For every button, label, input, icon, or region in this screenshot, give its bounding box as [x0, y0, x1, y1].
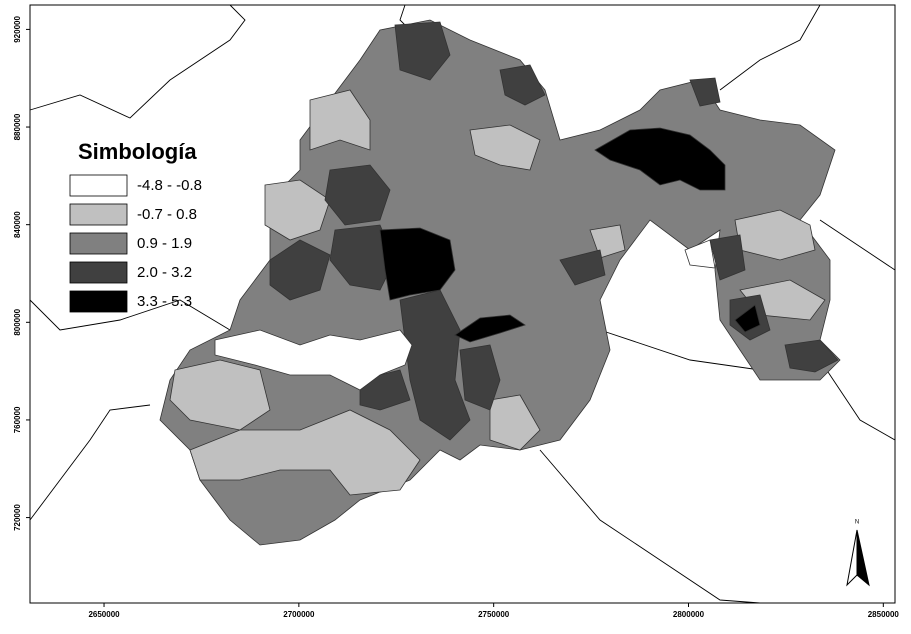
- border-line: [29, 299, 231, 331]
- legend-label: 3.3 - 5.3: [137, 293, 192, 310]
- legend-label: 2.0 - 3.2: [137, 264, 192, 281]
- x-tick-label: 2800000: [673, 610, 705, 619]
- region: [709, 234, 746, 281]
- border-line: [539, 449, 761, 604]
- legend-label: -4.8 - -0.8: [137, 177, 202, 194]
- legend-label: -0.7 - 0.8: [137, 206, 197, 223]
- region: [469, 124, 541, 171]
- north-label: N: [855, 520, 859, 526]
- y-tick-label: 760000: [13, 406, 22, 433]
- region: [459, 344, 501, 411]
- border-line: [719, 4, 821, 91]
- region: [489, 394, 541, 451]
- region: [214, 329, 413, 391]
- border-line: [29, 4, 246, 119]
- region: [309, 89, 371, 151]
- legend-swatch: [69, 261, 128, 284]
- region: [454, 314, 526, 343]
- region: [169, 359, 271, 431]
- region: [784, 339, 839, 373]
- x-tick-label: 2850000: [868, 610, 900, 619]
- region: [189, 409, 421, 496]
- region: [589, 224, 626, 259]
- legend-swatch: [69, 203, 128, 226]
- legend-label: 0.9 - 1.9: [137, 235, 192, 252]
- y-tick-label: 800000: [13, 308, 22, 335]
- ticks: 2650000 2700000 2750000 2800000 2850000 92000…: [13, 16, 899, 620]
- y-tick-label: 920000: [13, 16, 22, 43]
- legend: Simbología -4.8 - -0.8 -0.7 - 0.8 0.9 - 1.…: [69, 139, 202, 313]
- legend-swatch: [69, 290, 128, 313]
- legend-title: Simbología: [78, 139, 197, 164]
- north-arrow: N: [846, 520, 870, 587]
- region: [689, 77, 721, 107]
- north-arrow-half: [856, 529, 870, 587]
- y-tick-label: 840000: [13, 211, 22, 238]
- region: [264, 179, 331, 241]
- region: [594, 127, 726, 191]
- y-tick-label: 720000: [13, 504, 22, 531]
- north-arrow-half: [846, 529, 858, 587]
- region: [379, 227, 456, 301]
- region: [559, 249, 606, 286]
- x-tick-label: 2700000: [283, 610, 315, 619]
- border-line: [819, 219, 896, 271]
- map-frame: [29, 4, 896, 604]
- region: [269, 239, 331, 301]
- regions: [159, 19, 841, 546]
- region: [329, 224, 396, 291]
- legend-swatch: [69, 174, 128, 197]
- x-tick-label: 2650000: [88, 610, 120, 619]
- x-tick-label: 2750000: [478, 610, 510, 619]
- region: [499, 64, 546, 106]
- border-line: [29, 404, 151, 521]
- region: [324, 164, 391, 226]
- region: [684, 239, 716, 269]
- region: [399, 289, 471, 441]
- region: [734, 304, 761, 333]
- legend-items: -4.8 - -0.8 -0.7 - 0.8 0.9 - 1.9 2.0 - 3.2 3…: [69, 174, 202, 313]
- legend-swatch: [69, 232, 128, 255]
- y-tick-label: 880000: [13, 113, 22, 140]
- region: [394, 21, 451, 81]
